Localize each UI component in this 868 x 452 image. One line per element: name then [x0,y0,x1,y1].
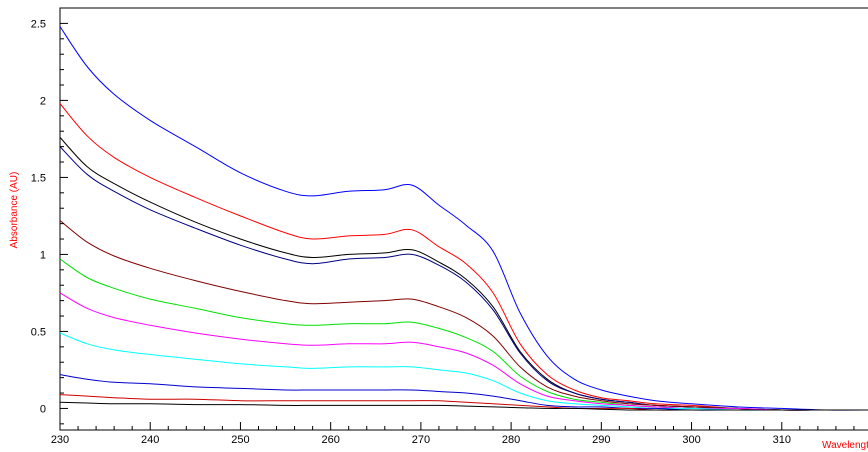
y-tick-label: 0.5 [31,326,46,338]
x-tick-label: 240 [141,434,159,446]
x-tick-label: 250 [231,434,249,446]
plot-frame [59,7,868,431]
x-tick-label: 230 [51,434,69,446]
series-layer [59,26,868,411]
axes-layer: 230 240 250 260 270 280 290 300 310 0 0.5 1 1.5 2 2.5 [31,18,855,446]
series-line-5 [59,220,868,411]
y-tick-label: 1.5 [31,172,46,184]
x-tick-label: 300 [682,434,700,446]
series-line-8 [59,332,868,411]
x-axis-title: Wavelength (nm) [822,440,868,451]
y-axis-title: Absorbance (AU) [9,172,20,249]
x-tick-label: 260 [321,434,339,446]
series-line-1 [59,26,868,411]
series-line-11 [59,401,868,411]
y-tick-label: 2.5 [31,18,46,30]
x-tick-label: 310 [773,434,791,446]
series-line-2 [59,103,868,411]
x-tick-label: 280 [502,434,520,446]
y-tick-label: 0 [40,403,46,415]
y-tick-label: 2 [40,95,46,107]
x-tick-label: 290 [592,434,610,446]
y-tick-label: 1 [40,249,46,261]
x-tick-label: 270 [412,434,430,446]
